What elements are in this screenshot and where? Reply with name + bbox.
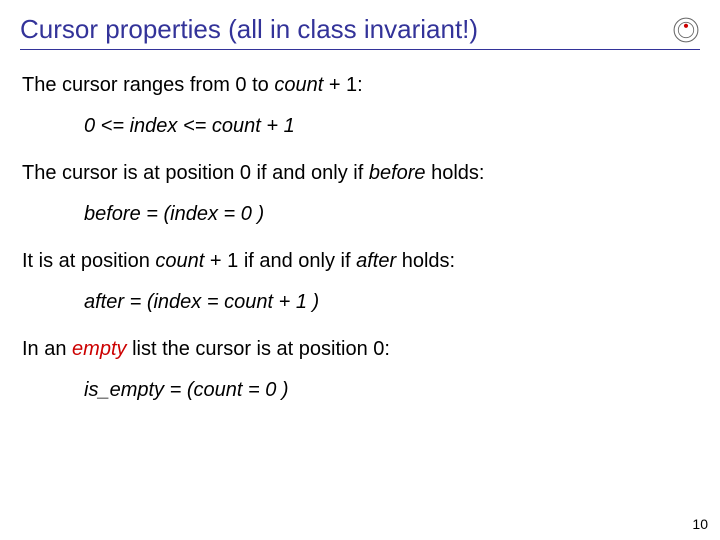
text-fragment: The cursor ranges from 0 to	[22, 74, 274, 96]
code-line-2: before = (index = 0 )	[20, 201, 700, 228]
text-line-1: The cursor ranges from 0 to count + 1:	[20, 72, 700, 99]
text-line-3: It is at position count + 1 if and only …	[20, 248, 700, 275]
code-line-3: after = (index = count + 1 )	[20, 289, 700, 316]
text-fragment: The cursor is at position 0 if and only …	[22, 162, 369, 184]
var-is-empty: is_empty	[84, 379, 164, 401]
text-fragment: = (	[124, 291, 153, 313]
var-index: index	[153, 291, 201, 313]
var-before: before	[369, 162, 426, 184]
text-fragment: + 1 if and only if	[204, 250, 356, 272]
text-fragment: In an	[22, 338, 72, 360]
text-fragment: holds:	[426, 162, 485, 184]
keyword-empty: empty	[72, 338, 126, 360]
logo-icon	[672, 16, 700, 44]
var-count: count	[155, 250, 204, 272]
var-count: count	[224, 291, 273, 313]
page-number: 10	[692, 516, 708, 532]
slide-title: Cursor properties (all in class invarian…	[20, 14, 478, 45]
var-count: count	[193, 379, 242, 401]
slide: Cursor properties (all in class invarian…	[0, 0, 720, 540]
text-fragment: It is at position	[22, 250, 155, 272]
text-fragment: + 1 )	[273, 291, 319, 313]
text-fragment: holds:	[396, 250, 455, 272]
text-fragment: = (	[164, 379, 193, 401]
var-index: index	[130, 115, 178, 137]
text-fragment: =	[201, 291, 224, 313]
text-fragment: = 0 )	[242, 379, 288, 401]
var-before: before	[84, 203, 141, 225]
text-fragment: <=	[177, 115, 211, 137]
code-line-4: is_empty = (count = 0 )	[20, 377, 700, 404]
code-line-1: 0 <= index <= count + 1	[20, 113, 700, 140]
title-row: Cursor properties (all in class invarian…	[20, 14, 700, 50]
var-count: count	[274, 74, 323, 96]
text-fragment: = (	[141, 203, 170, 225]
text-fragment: list the cursor is at position 0:	[127, 338, 390, 360]
text-line-4: In an empty list the cursor is at positi…	[20, 336, 700, 363]
text-line-2: The cursor is at position 0 if and only …	[20, 160, 700, 187]
text-fragment: + 1	[261, 115, 295, 137]
text-fragment: 0 <=	[84, 115, 130, 137]
var-after: after	[84, 291, 124, 313]
var-index: index	[170, 203, 218, 225]
text-fragment: + 1:	[323, 74, 362, 96]
text-fragment: = 0 )	[218, 203, 264, 225]
var-after: after	[356, 250, 396, 272]
var-count: count	[212, 115, 261, 137]
